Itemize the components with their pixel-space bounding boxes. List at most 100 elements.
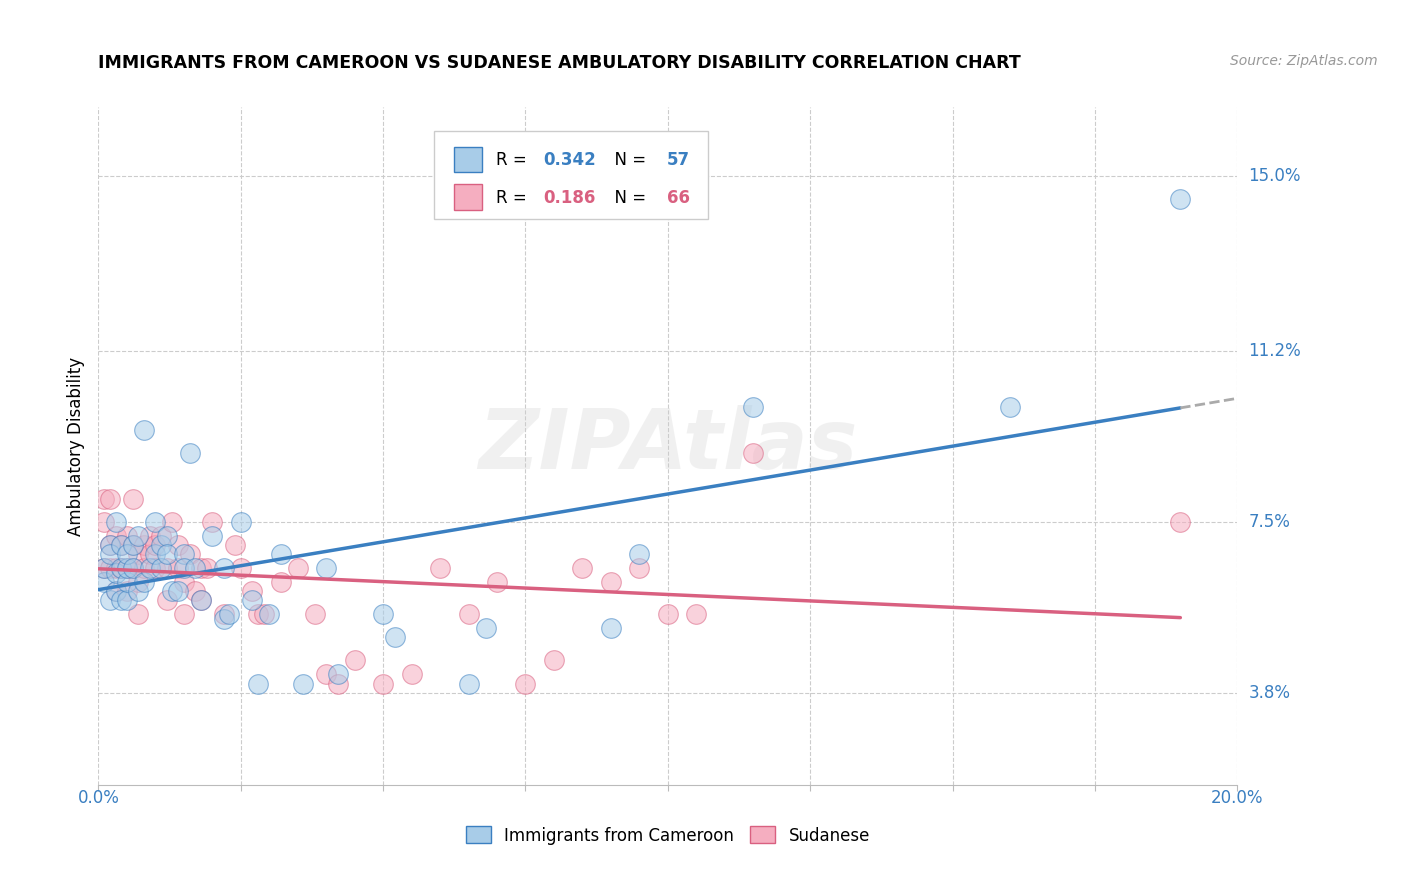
Text: 7.5%: 7.5% [1249,513,1291,531]
Point [373,676,395,690]
Point [287,561,309,575]
Point [1170,192,1192,206]
Point [373,607,395,622]
Point [145,515,167,529]
Point [110,538,132,552]
Text: 57: 57 [666,151,690,169]
Point [156,593,179,607]
Point [156,547,179,561]
Point [145,538,167,552]
Point [138,529,160,543]
Point [628,561,651,575]
Point [600,575,623,590]
Point [173,575,195,590]
Point [138,547,160,561]
Y-axis label: Ambulatory Disability: Ambulatory Disability [66,357,84,535]
Point [110,593,132,607]
Point [93,561,115,575]
Point [457,607,479,622]
Point [742,400,765,414]
Text: 66: 66 [666,188,690,207]
Point [121,538,143,552]
Point [212,612,235,626]
Bar [454,146,482,172]
Legend: Immigrants from Cameroon, Sudanese: Immigrants from Cameroon, Sudanese [458,820,877,851]
Point [115,584,138,599]
Point [115,547,138,561]
Point [543,653,565,667]
Point [115,593,138,607]
Text: 15.0%: 15.0% [1249,167,1301,186]
Point [132,575,155,590]
Point [173,547,195,561]
Text: 11.2%: 11.2% [1249,343,1301,360]
Point [93,515,115,529]
Point [121,491,143,506]
Point [1170,515,1192,529]
Point [628,547,651,561]
Point [110,538,132,552]
Point [571,561,593,575]
Bar [454,184,482,210]
Point [115,561,138,575]
Point [93,575,115,590]
FancyBboxPatch shape [434,131,707,219]
Point [240,584,263,599]
Point [98,538,121,552]
Point [224,538,246,552]
Point [190,593,212,607]
Point [998,400,1021,414]
Point [229,561,252,575]
Point [184,584,207,599]
Point [127,584,149,599]
Text: ZIPAtlas: ZIPAtlas [478,406,858,486]
Point [127,529,149,543]
Point [167,538,190,552]
Point [104,584,127,599]
Point [184,561,207,575]
Point [304,607,326,622]
Text: 20.0%: 20.0% [1211,789,1264,807]
Point [104,529,127,543]
Point [173,561,195,575]
Point [167,561,190,575]
Point [190,593,212,607]
Point [121,538,143,552]
Point [252,607,274,622]
Point [515,676,537,690]
Point [401,667,423,681]
Point [110,561,132,575]
Text: 0.342: 0.342 [544,151,596,169]
Point [315,561,337,575]
Text: 0.186: 0.186 [544,188,596,207]
Point [93,561,115,575]
Point [162,515,184,529]
Point [98,593,121,607]
Point [150,561,173,575]
Point [104,561,127,575]
Point [179,446,201,460]
Point [343,653,366,667]
Point [145,561,167,575]
Point [292,676,315,690]
Point [315,667,337,681]
Point [156,561,179,575]
Point [138,561,160,575]
Point [486,575,509,590]
Point [195,561,218,575]
Point [167,584,190,599]
Point [104,566,127,580]
Text: 3.8%: 3.8% [1249,684,1291,702]
Point [104,584,127,599]
Point [104,515,127,529]
Point [132,423,155,437]
Text: Source: ZipAtlas.com: Source: ZipAtlas.com [1230,54,1378,68]
Point [98,491,121,506]
Point [326,676,349,690]
Point [173,607,195,622]
Text: N =: N = [605,188,651,207]
Point [246,607,269,622]
Point [127,607,149,622]
Point [132,561,155,575]
Point [685,607,707,622]
